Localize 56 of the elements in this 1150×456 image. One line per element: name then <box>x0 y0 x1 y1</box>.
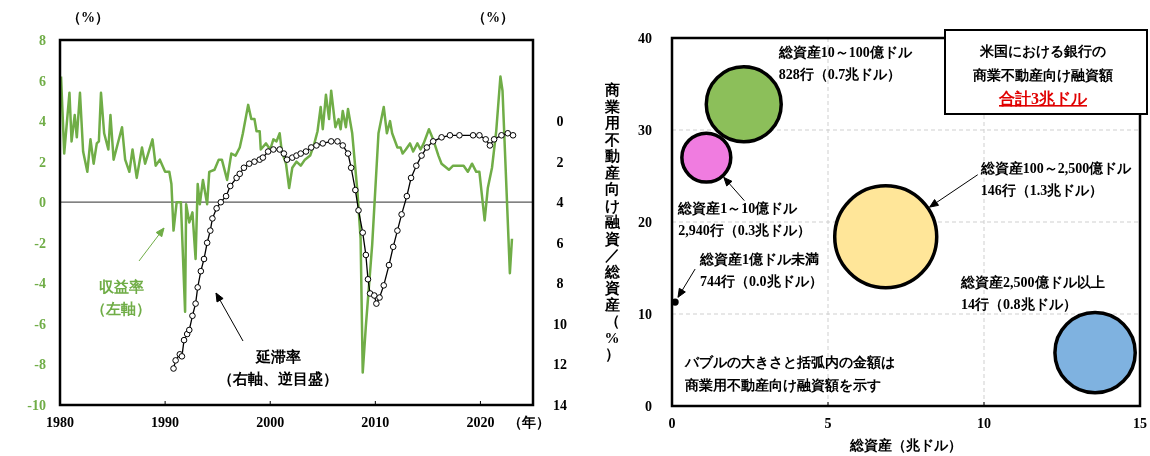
series-label: 総資産10～100億ドル <box>777 44 913 61</box>
y-tick-label: 10 <box>638 307 652 322</box>
y2-tick-label: 0 <box>556 114 564 130</box>
y2-tick-label: 2 <box>556 154 564 170</box>
annotation: 146行（1.3兆ドル） <box>980 182 1104 198</box>
y-tick-label: -8 <box>34 357 46 373</box>
y-tick-label: 0 <box>645 399 652 414</box>
y-tick-label: 6 <box>39 73 46 89</box>
x-tick-label: 2010 <box>361 415 390 430</box>
y-axis-title: （%） <box>67 10 109 25</box>
y2-tick-label: 10 <box>553 316 567 332</box>
y-tick-label: -4 <box>34 276 46 292</box>
y2-tick-label: 6 <box>556 235 564 251</box>
annotation: 828行（0.7兆ドル） <box>778 67 902 83</box>
series-label: 総資産2,500億ドル以上 <box>960 273 1105 290</box>
annotation: （左軸） <box>91 301 151 317</box>
x-tick-label: 0 <box>668 416 676 431</box>
x-tick-label: 1980 <box>46 415 74 430</box>
y2-tick-label: 8 <box>556 276 564 292</box>
y2-tick-label: 14 <box>553 398 567 413</box>
annotation: （右軸、逆目盛） <box>218 371 338 387</box>
annotation: 744行（0.0兆ドル） <box>700 274 823 290</box>
x-tick-label: 1990 <box>151 415 180 430</box>
y2-tick-label: 4 <box>556 195 564 211</box>
y2-axis-title: （%） <box>472 10 514 25</box>
annotation: 商業不動産向け融資額 <box>972 67 1113 83</box>
x-axis-title: （年） <box>508 415 550 430</box>
x-tick-label: 10 <box>977 416 991 431</box>
x-tick-label: 2000 <box>256 415 285 430</box>
y-tick-label: 20 <box>638 215 652 230</box>
y-tick-label: 2 <box>39 154 46 170</box>
x-tick-label: 5 <box>824 416 832 431</box>
text: 総資産100～2,500億ドル <box>979 159 1133 176</box>
y-tick-label: 40 <box>638 31 652 46</box>
annotation: バブルの大きさと括弧内の金額は <box>684 354 895 370</box>
legend-label: 収益率 <box>98 278 144 295</box>
y-tick-label: -6 <box>34 316 46 332</box>
y-tick-label: 30 <box>638 123 652 138</box>
x-tick-label: 15 <box>1133 416 1147 431</box>
legend-label: 総資産1～10億ドル <box>677 199 799 216</box>
annotation: 米国における銀行の <box>979 44 1106 59</box>
y-tick-label: -2 <box>34 235 46 251</box>
y-tick-label: -10 <box>27 398 46 413</box>
y-tick-label: 0 <box>39 195 46 211</box>
text: 延滞率 <box>254 348 301 365</box>
annotation: 14行（0.8兆ドル） <box>961 296 1077 312</box>
annotation: 2,940行（0.3兆ドル） <box>678 222 812 238</box>
x-axis-title: 総資産（兆ドル） <box>849 437 962 453</box>
y-tick-label: 4 <box>39 114 46 130</box>
text: 商業用不動産向け融資／総資産（%） <box>604 82 620 362</box>
annotation: 商業用不動産向け融資額を示す <box>684 377 881 393</box>
x-tick-label: 2020 <box>466 415 495 430</box>
y-tick-label: 8 <box>39 33 46 48</box>
y2-tick-label: 12 <box>553 357 567 373</box>
text: 総資産1億ドル未満 <box>699 251 820 268</box>
annotation: 合計3兆ドル <box>998 90 1088 107</box>
